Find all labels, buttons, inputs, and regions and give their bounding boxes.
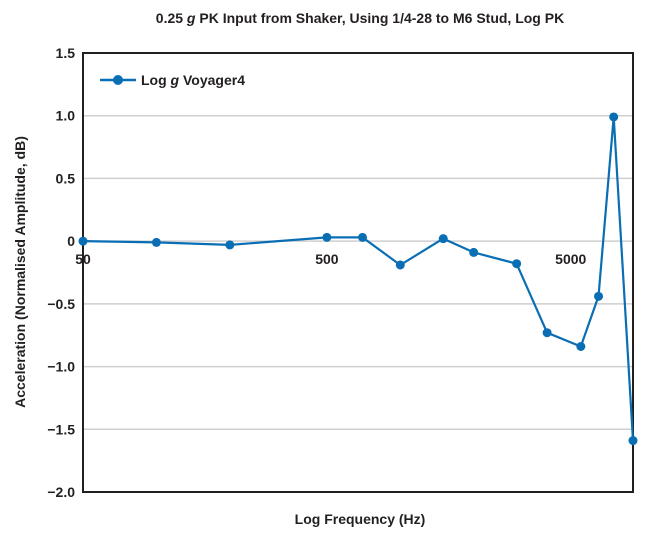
- data-point: [469, 247, 479, 257]
- data-point: [628, 436, 638, 446]
- y-tick-labels: 1.5 1.0 0.5 0 −0.5 −1.0 −1.5 −2.0: [47, 45, 75, 500]
- data-point: [542, 328, 552, 338]
- y-tick-label: −1.0: [47, 359, 75, 375]
- x-tick-label: 500: [315, 251, 339, 267]
- legend-label: Log g Voyager4: [141, 72, 245, 88]
- series-log-g-voyager4: [78, 112, 638, 446]
- x-axis-label: Log Frequency (Hz): [295, 511, 426, 527]
- legend-marker: [113, 75, 123, 85]
- x-tick-labels: 50 500 5000: [75, 251, 586, 267]
- y-tick-label: −1.5: [47, 421, 75, 437]
- series-line: [82, 115, 635, 441]
- data-point: [609, 112, 619, 122]
- data-point: [512, 259, 522, 269]
- legend: Log g Voyager4: [100, 72, 245, 88]
- y-tick-label: 0: [67, 233, 75, 249]
- x-tick-label: 50: [75, 251, 91, 267]
- chart-title: 0.25 g PK Input from Shaker, Using 1/4-2…: [156, 10, 564, 26]
- y-tick-label: 1.5: [56, 45, 76, 61]
- data-point: [358, 232, 368, 242]
- data-point: [576, 342, 586, 352]
- data-point: [395, 260, 405, 270]
- data-point: [438, 234, 448, 244]
- x-tick-label: 5000: [555, 251, 586, 267]
- data-point: [225, 240, 235, 250]
- y-tick-label: −2.0: [47, 484, 75, 500]
- data-point: [322, 232, 332, 242]
- y-tick-label: −0.5: [47, 296, 75, 312]
- y-tick-label: 0.5: [56, 170, 76, 186]
- y-axis-label: Acceleration (Normalised Amplitude, dB): [12, 136, 28, 408]
- data-point: [594, 291, 604, 301]
- data-point: [151, 237, 161, 247]
- plot-frame: [82, 52, 634, 493]
- data-point: [78, 236, 88, 246]
- y-tick-label: 1.0: [56, 108, 76, 124]
- gridlines: [83, 114, 633, 431]
